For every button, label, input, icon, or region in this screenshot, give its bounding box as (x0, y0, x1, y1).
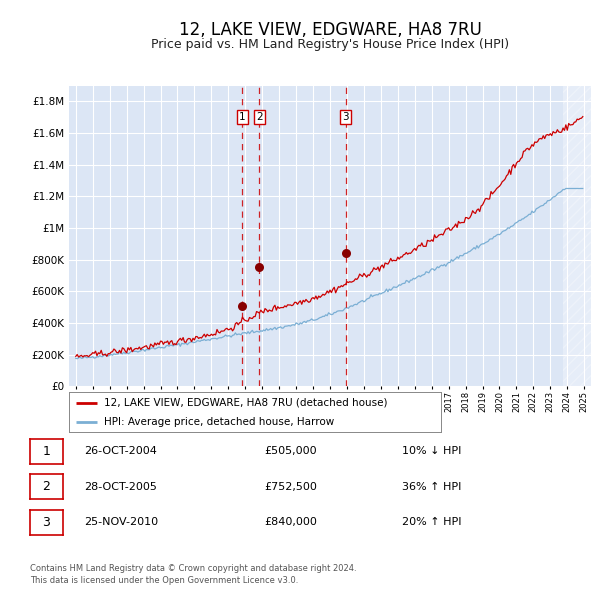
Text: 2: 2 (43, 480, 50, 493)
Text: 25-NOV-2010: 25-NOV-2010 (84, 517, 158, 527)
Text: 26-OCT-2004: 26-OCT-2004 (84, 447, 157, 456)
Text: 12, LAKE VIEW, EDGWARE, HA8 7RU: 12, LAKE VIEW, EDGWARE, HA8 7RU (179, 21, 481, 39)
Text: 36% ↑ HPI: 36% ↑ HPI (402, 482, 461, 491)
Text: Contains HM Land Registry data © Crown copyright and database right 2024.
This d: Contains HM Land Registry data © Crown c… (30, 565, 356, 585)
Text: £752,500: £752,500 (264, 482, 317, 491)
Text: HPI: Average price, detached house, Harrow: HPI: Average price, detached house, Harr… (104, 417, 335, 427)
Text: 1: 1 (239, 112, 246, 122)
Text: £505,000: £505,000 (264, 447, 317, 456)
Text: Price paid vs. HM Land Registry's House Price Index (HPI): Price paid vs. HM Land Registry's House … (151, 38, 509, 51)
Bar (563, 86, 593, 386)
Text: 28-OCT-2005: 28-OCT-2005 (84, 482, 157, 491)
Text: 10% ↓ HPI: 10% ↓ HPI (402, 447, 461, 456)
Text: 1: 1 (43, 445, 50, 458)
Text: 2: 2 (256, 112, 263, 122)
Text: 3: 3 (43, 516, 50, 529)
Text: 20% ↑ HPI: 20% ↑ HPI (402, 517, 461, 527)
Text: 3: 3 (342, 112, 349, 122)
Text: 12, LAKE VIEW, EDGWARE, HA8 7RU (detached house): 12, LAKE VIEW, EDGWARE, HA8 7RU (detache… (104, 398, 388, 408)
Text: £840,000: £840,000 (264, 517, 317, 527)
